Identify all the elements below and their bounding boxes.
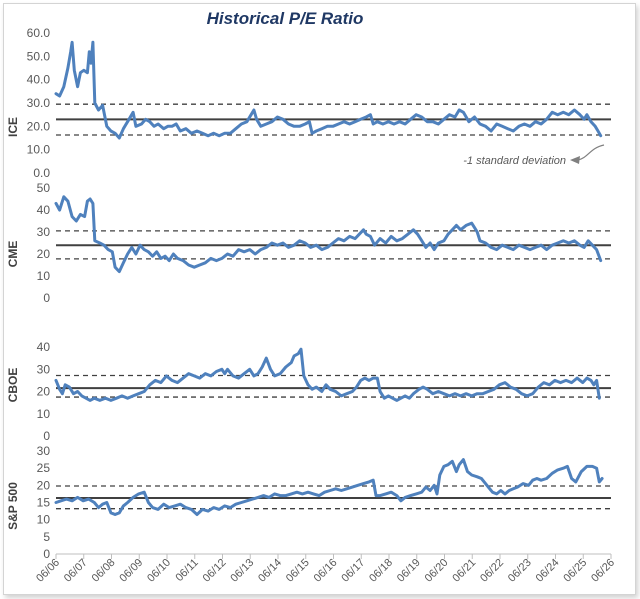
y-tick-label: 0 (43, 547, 50, 561)
y-tick-label: 20 (37, 247, 51, 261)
y-tick-label: 0.0 (33, 166, 50, 180)
x-tick-label: 06/17 (339, 557, 367, 585)
y-axis-label: ICE (6, 117, 20, 137)
y-tick-label: 10 (37, 407, 51, 421)
x-tick-label: 06/12 (201, 557, 229, 585)
annotation-arrow (577, 144, 605, 161)
y-tick-label: 15 (37, 496, 51, 510)
pe-series-line (54, 458, 604, 516)
y-tick-label: 40.0 (27, 73, 51, 87)
y-tick-label: 30 (37, 444, 51, 458)
x-tick-label: 06/22 (478, 557, 506, 585)
y-tick-label: 30 (37, 225, 51, 239)
x-tick-label: 06/18 (367, 557, 395, 585)
x-tick-label: 06/24 (534, 557, 562, 585)
x-tick-label: 06/09 (117, 557, 145, 585)
x-tick-label: 06/10 (145, 557, 173, 585)
x-tick-label: 06/23 (506, 557, 534, 585)
x-tick-label: 06/25 (561, 557, 589, 585)
y-tick-label: 60.0 (27, 26, 51, 40)
y-tick-label: 50 (37, 181, 51, 195)
pe-series-line (54, 40, 603, 140)
annotation-arrowhead (570, 156, 580, 164)
y-axis-label: CME (6, 241, 20, 268)
y-tick-label: 20 (37, 385, 51, 399)
y-tick-label: 25 (37, 461, 51, 475)
panel-ice: 0.0 10.0 20.0 30.0 40.0 50.0 60.0 ICE (6, 26, 611, 180)
y-axis-label: S&P 500 (6, 482, 20, 530)
x-tick-label: 06/19 (395, 557, 423, 585)
y-tick-label: 40 (37, 340, 51, 354)
y-tick-label: 5 (43, 530, 50, 544)
panel-cboe: 0 10 20 30 40 CBOE (6, 340, 611, 443)
y-tick-label: 0 (43, 291, 50, 305)
x-tick-label: 06/11 (173, 557, 200, 584)
y-tick-label: 20.0 (27, 119, 51, 133)
x-axis: 06/06 06/07 06/08 06/09 06/10 06/11 06/12 06/13… (34, 553, 617, 585)
y-tick-label: 40 (37, 203, 51, 217)
y-tick-label: 20 (37, 478, 51, 492)
pe-series-line (54, 347, 601, 402)
y-tick-label: 50.0 (27, 49, 51, 63)
x-tick-label: 06/13 (228, 557, 256, 585)
x-tick-label: 06/07 (62, 557, 90, 585)
chart-panels: 0.0 10.0 20.0 30.0 40.0 50.0 60.0 ICE 0 10 20 30 40 5… (6, 26, 611, 561)
y-tick-label: 10 (37, 513, 51, 527)
x-tick-label: 06/21 (450, 557, 478, 585)
x-tick-label: 06/14 (256, 557, 284, 585)
annotation-label: -1 standard deviation (463, 155, 566, 167)
chart-title: Historical P/E Ratio (207, 9, 364, 28)
sd-annotation: -1 standard deviation (463, 144, 605, 167)
y-axis-label: CBOE (6, 368, 20, 403)
y-tick-label: 0 (43, 429, 50, 443)
panel-s-p-500: 0 5 10 15 20 25 30 S&P 500 (6, 444, 611, 561)
pe-series-line (54, 195, 603, 274)
x-tick-label: 06/06 (34, 557, 62, 585)
y-tick-label: 30.0 (27, 96, 51, 110)
y-tick-label: 10.0 (27, 143, 51, 157)
x-tick-label: 06/16 (312, 557, 340, 585)
x-tick-label: 06/26 (589, 557, 617, 585)
x-tick-label: 06/15 (284, 557, 312, 585)
y-tick-label: 30 (37, 362, 51, 376)
y-tick-label: 10 (37, 269, 51, 283)
x-tick-label: 06/20 (423, 557, 451, 585)
panel-cme: 0 10 20 30 40 50 CME (6, 181, 611, 305)
x-tick-label: 06/08 (90, 557, 118, 585)
